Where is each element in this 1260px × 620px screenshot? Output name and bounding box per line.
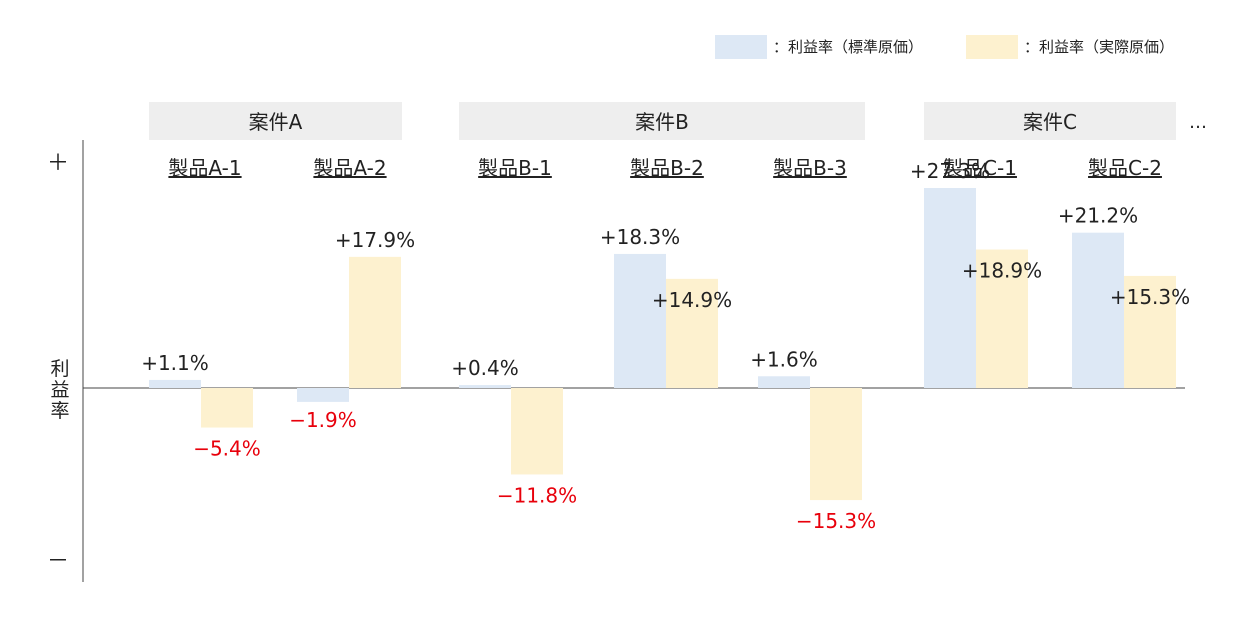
bar bbox=[614, 253, 666, 388]
bar bbox=[459, 385, 511, 388]
data-label: −11.8% bbox=[497, 483, 577, 507]
y-axis-title: 率 bbox=[50, 400, 69, 422]
legend-swatch bbox=[966, 35, 1018, 59]
group-header-label: 案件B bbox=[635, 110, 689, 134]
data-label: +18.9% bbox=[962, 259, 1042, 283]
data-label: +27.3% bbox=[910, 159, 990, 183]
y-axis-title: 益 bbox=[50, 379, 69, 401]
data-label: +0.4% bbox=[451, 356, 519, 380]
bar bbox=[1124, 275, 1176, 388]
bar bbox=[297, 388, 349, 402]
data-label: +1.1% bbox=[141, 351, 209, 375]
bar bbox=[666, 278, 718, 388]
y-axis-title: 利 bbox=[50, 358, 69, 380]
product-label: 製品B-1 bbox=[478, 156, 552, 180]
group-header bbox=[459, 102, 865, 140]
data-label: +17.9% bbox=[335, 228, 415, 252]
group-header bbox=[149, 102, 402, 140]
product-label: 製品A-1 bbox=[168, 156, 241, 180]
product-label: 製品C-2 bbox=[1088, 156, 1162, 180]
bar bbox=[149, 379, 201, 388]
bar bbox=[511, 388, 563, 475]
bar bbox=[976, 249, 1028, 388]
data-label: +21.2% bbox=[1058, 204, 1138, 228]
data-label: −5.4% bbox=[193, 437, 261, 461]
bar bbox=[924, 188, 976, 388]
data-label: −15.3% bbox=[796, 509, 876, 533]
product-label: 製品B-3 bbox=[773, 156, 847, 180]
legend-label: ：利益率（実際原価） bbox=[1024, 38, 1174, 56]
bar bbox=[1072, 232, 1124, 388]
data-label: +18.3% bbox=[600, 225, 680, 249]
product-label: 製品C-1 bbox=[943, 156, 1017, 180]
bar bbox=[810, 388, 862, 501]
axis-bottom-label: － bbox=[47, 549, 69, 574]
bar bbox=[758, 376, 810, 388]
legend-swatch bbox=[715, 35, 767, 59]
bar bbox=[349, 256, 401, 388]
group-header-label: 案件C bbox=[1023, 110, 1077, 134]
legend-label: ：利益率（標準原価） bbox=[773, 38, 923, 56]
bar bbox=[201, 388, 253, 428]
product-label: 製品A-2 bbox=[313, 156, 386, 180]
data-label: +1.6% bbox=[750, 347, 818, 371]
group-header-label: 案件A bbox=[249, 110, 303, 134]
data-label: −1.9% bbox=[289, 408, 357, 432]
more-indicator: … bbox=[1189, 112, 1207, 133]
axis-top-label: ＋ bbox=[47, 151, 69, 176]
data-label: +15.3% bbox=[1110, 285, 1190, 309]
product-label: 製品B-2 bbox=[630, 156, 704, 180]
group-header bbox=[924, 102, 1176, 140]
data-label: +14.9% bbox=[652, 288, 732, 312]
